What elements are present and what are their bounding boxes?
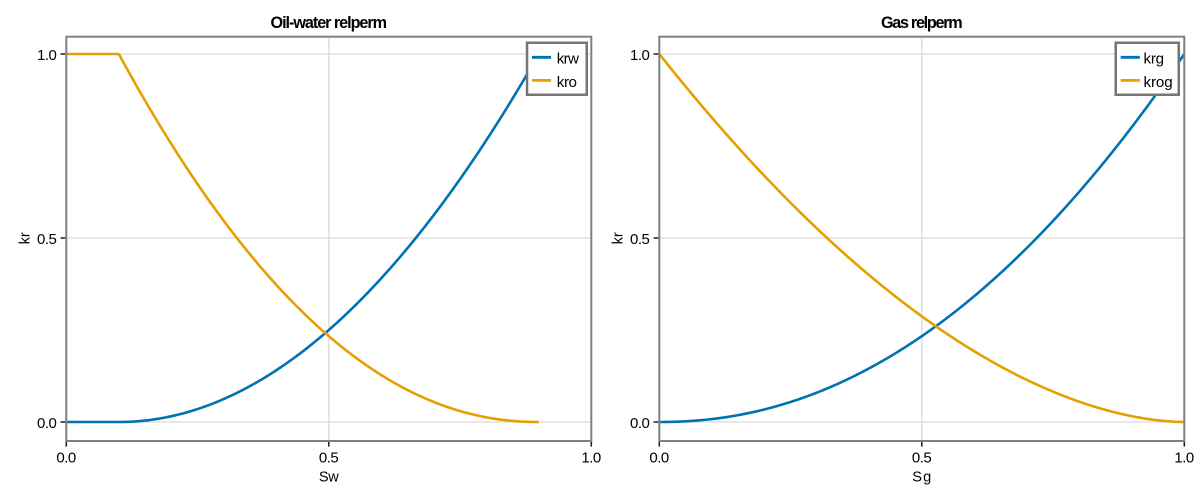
svg-text:0.5: 0.5	[912, 450, 932, 467]
svg-text:0.0: 0.0	[630, 415, 650, 432]
svg-text:krw: krw	[557, 51, 579, 68]
svg-text:krog: krog	[1144, 74, 1173, 91]
svg-text:Sw: Sw	[319, 470, 339, 486]
svg-text:Gas relperm: Gas relperm	[881, 14, 963, 32]
svg-text:0.5: 0.5	[37, 231, 57, 248]
svg-text:Oil-water relperm: Oil-water relperm	[271, 14, 388, 32]
svg-text:0.5: 0.5	[319, 450, 339, 467]
svg-text:kr: kr	[17, 232, 33, 244]
svg-text:1.0: 1.0	[1174, 450, 1194, 467]
svg-text:0.0: 0.0	[37, 415, 57, 432]
svg-text:0.0: 0.0	[649, 450, 669, 467]
svg-text:kro: kro	[557, 74, 577, 91]
svg-text:0.5: 0.5	[630, 231, 650, 248]
svg-text:1.0: 1.0	[581, 450, 601, 467]
svg-text:0.0: 0.0	[56, 450, 76, 467]
svg-text:1.0: 1.0	[630, 47, 650, 64]
svg-text:krg: krg	[1144, 51, 1165, 68]
svg-text:kr: kr	[610, 232, 626, 244]
svg-text:Sg: Sg	[912, 470, 931, 486]
svg-text:1.0: 1.0	[37, 47, 57, 64]
